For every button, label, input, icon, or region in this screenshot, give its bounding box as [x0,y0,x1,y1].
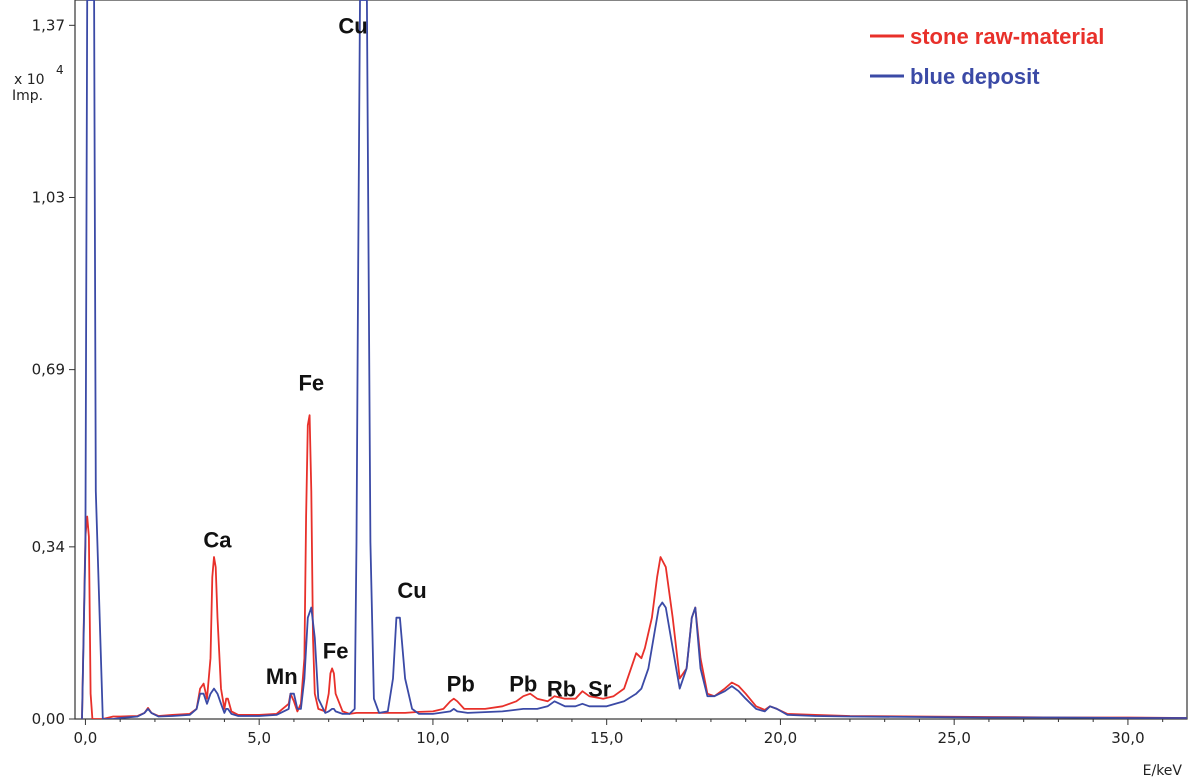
x-tick-label: 0,0 [73,729,97,747]
y-axis: 0,00 0,34 0,69 1,03 1,37 [32,16,75,728]
y-tick-label: 0,69 [32,361,65,379]
peak-label-ca: Ca [203,527,232,552]
x-tick-label: 5,0 [247,729,271,747]
y-axis-unit-label: Imp. [12,88,43,104]
series-line-blue-deposit [81,0,1187,719]
y-axis-multiplier: x 10 [14,72,45,88]
legend-label-blue-deposit: blue deposit [910,64,1040,89]
x-axis-label: E/keV [1143,763,1183,779]
peak-label-pb: Pb [447,672,475,697]
peak-label-cu: Cu [397,578,426,603]
peak-label-cu: Cu [338,13,367,38]
y-tick-label: 0,00 [32,710,65,728]
x-tick-label: 15,0 [590,729,623,747]
plot-frame [74,0,1188,720]
legend: stone raw-material blue deposit [870,24,1104,89]
x-axis: 0,0 5,0 10,0 15,0 20,0 25,0 30,0 [73,719,1164,747]
y-axis-exponent: 4 [56,63,64,77]
y-tick-label: 1,03 [32,188,65,206]
legend-label-stone-raw-material: stone raw-material [910,24,1104,49]
x-tick-label: 20,0 [764,729,797,747]
y-tick-label: 0,34 [32,538,65,556]
y-tick-label: 1,37 [32,16,65,34]
x-tick-label: 10,0 [416,729,449,747]
peak-label-fe: Fe [298,370,324,395]
x-tick-label: 30,0 [1111,729,1144,747]
series-layer [81,0,1187,719]
x-tick-label: 25,0 [937,729,970,747]
peak-annotations: Cu Fe Ca Cu Fe Mn Pb Pb Rb Sr [203,13,611,701]
peak-label-sr: Sr [588,677,612,702]
peak-label-rb: Rb [547,677,576,702]
peak-label-fe: Fe [323,639,349,664]
peak-label-pb: Pb [509,672,537,697]
peak-label-mn: Mn [266,664,298,689]
